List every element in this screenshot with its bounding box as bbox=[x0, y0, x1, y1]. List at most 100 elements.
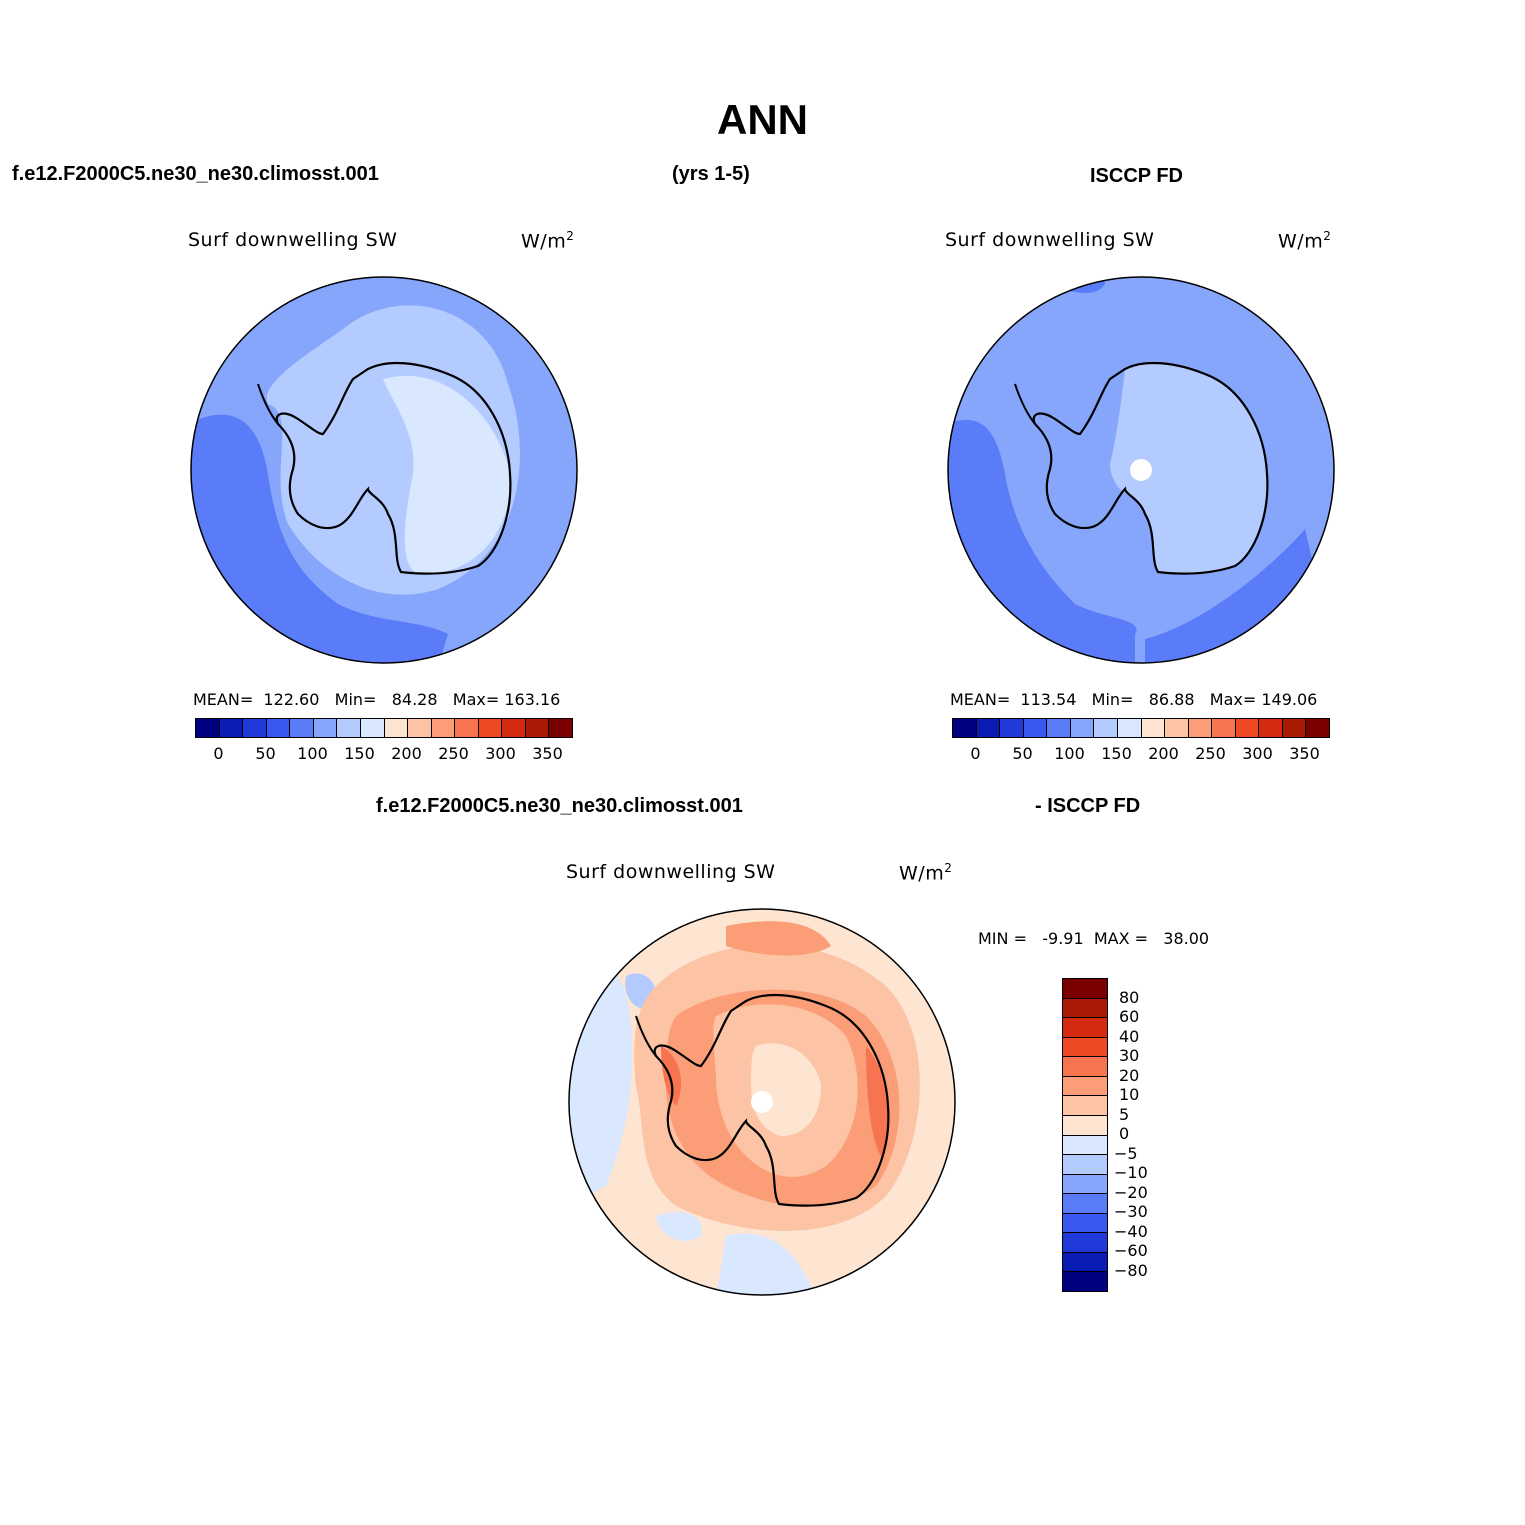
colorbar-swatch bbox=[1259, 719, 1283, 737]
panel2-peninsula bbox=[1014, 383, 1036, 425]
years-label: (yrs 1-5) bbox=[672, 163, 750, 185]
colorbar-swatch bbox=[1000, 719, 1024, 737]
colorbar-swatch bbox=[1063, 1174, 1107, 1195]
panel3-coastline bbox=[653, 993, 890, 1207]
colorbar-swatch bbox=[360, 719, 385, 737]
colorbar-swatch bbox=[243, 719, 267, 737]
colorbar-tick-label: 100 bbox=[1054, 744, 1085, 763]
colorbar-swatch bbox=[478, 719, 503, 737]
colorbar-tick-label: 5 bbox=[1119, 1104, 1130, 1124]
panel3-pole-hole bbox=[751, 1091, 773, 1113]
panel1-peninsula bbox=[257, 383, 279, 425]
colorbar-swatch bbox=[1047, 719, 1071, 737]
colorbar-swatch bbox=[384, 719, 409, 737]
colorbar-tick-label: 0 bbox=[970, 744, 981, 763]
colorbar-swatch bbox=[1212, 719, 1236, 737]
colorbar-tick-label: 200 bbox=[1148, 744, 1179, 763]
panel2-pole-hole bbox=[1130, 459, 1152, 481]
colorbar-tick-label: 150 bbox=[1101, 744, 1132, 763]
colorbar-tick-label: 200 bbox=[391, 744, 422, 763]
colorbar-swatch bbox=[313, 719, 338, 737]
colorbar-swatch bbox=[502, 719, 526, 737]
colorbar-tick-label: 50 bbox=[1012, 744, 1033, 763]
colorbar-tick-label: 0 bbox=[213, 744, 224, 763]
colorbar-tick-label: 30 bbox=[1119, 1046, 1140, 1065]
panel2-coastline bbox=[1032, 361, 1269, 575]
colorbar-swatch bbox=[431, 719, 456, 737]
colorbar-tick-label: 350 bbox=[532, 744, 563, 763]
colorbar-tick-label: 250 bbox=[1195, 744, 1226, 763]
colorbar-tick-label: −10 bbox=[1114, 1163, 1148, 1182]
colorbar-tick-label: −40 bbox=[1114, 1221, 1148, 1241]
colorbar-swatch bbox=[1306, 719, 1329, 737]
panel1-variable: Surf downwelling SW bbox=[188, 229, 398, 251]
colorbar-swatch bbox=[337, 719, 361, 737]
colorbar-swatch bbox=[1063, 1252, 1107, 1273]
colorbar-swatch bbox=[1063, 998, 1107, 1019]
panel3-stats: MIN = -9.91 MAX = 38.00 bbox=[978, 929, 1210, 948]
colorbar-tick-label: −30 bbox=[1114, 1202, 1148, 1221]
colorbar-swatch bbox=[1165, 719, 1189, 737]
colorbar-tick-label: 10 bbox=[1119, 1085, 1140, 1104]
colorbar-swatch bbox=[1063, 1037, 1107, 1058]
panel2-stats: MEAN= 113.54 Min= 86.88 Max= 149.06 bbox=[950, 690, 1318, 709]
colorbar-tick-label: 300 bbox=[1242, 744, 1273, 763]
colorbar-swatch bbox=[290, 719, 314, 737]
colorbar-tick-label: 300 bbox=[485, 744, 516, 763]
colorbar-swatch bbox=[1063, 1057, 1107, 1077]
colorbar-swatch bbox=[1063, 1018, 1107, 1038]
diff-case-name: f.e12.F2000C5.ne30_ne30.climosst.001 bbox=[376, 795, 743, 817]
page-title: ANN bbox=[717, 96, 808, 143]
diff-obs-name: - ISCCP FD bbox=[1035, 795, 1141, 817]
colorbar-tick-label: 250 bbox=[438, 744, 469, 763]
panel1-units: W/m2 bbox=[521, 229, 575, 253]
panel3-east-dark bbox=[866, 1046, 890, 1156]
panel3-variable: Surf downwelling SW bbox=[566, 861, 776, 883]
colorbar-swatch bbox=[1282, 719, 1307, 737]
panel3-colorbar bbox=[1062, 978, 1108, 1292]
colorbar-swatch bbox=[953, 719, 977, 737]
colorbar-swatch bbox=[1117, 719, 1142, 737]
panel1-map bbox=[190, 276, 578, 664]
colorbar-swatch bbox=[1063, 1155, 1107, 1175]
panel1-dark-band bbox=[191, 414, 448, 663]
panel1-plateau-fill bbox=[383, 375, 510, 574]
colorbar-swatch bbox=[266, 719, 291, 737]
colorbar-swatch bbox=[1063, 1194, 1107, 1214]
colorbar-tick-label: 150 bbox=[344, 744, 375, 763]
panel3-center-fill bbox=[751, 1043, 821, 1136]
colorbar-swatch bbox=[1188, 719, 1213, 737]
colorbar-tick-label: 0 bbox=[1119, 1124, 1130, 1143]
colorbar-swatch bbox=[1070, 719, 1095, 737]
colorbar-swatch bbox=[1063, 1076, 1107, 1097]
colorbar-tick-label: −5 bbox=[1114, 1143, 1138, 1163]
panel3-peninsula bbox=[635, 1015, 657, 1057]
panel2-units: W/m2 bbox=[1278, 229, 1332, 253]
colorbar-tick-label: −80 bbox=[1114, 1260, 1148, 1280]
colorbar-tick-label: 350 bbox=[1289, 744, 1320, 763]
colorbar-swatch bbox=[196, 719, 220, 737]
colorbar-swatch bbox=[525, 719, 550, 737]
panel3-west-dark bbox=[661, 1046, 681, 1106]
panel1-coastline bbox=[275, 361, 512, 575]
colorbar-swatch bbox=[1063, 1272, 1107, 1291]
obs-name-label: ISCCP FD bbox=[1090, 165, 1183, 187]
colorbar-swatch bbox=[549, 719, 572, 737]
colorbar-tick-label: 20 bbox=[1119, 1065, 1140, 1085]
panel1-colorbar bbox=[195, 718, 573, 738]
colorbar-swatch bbox=[1141, 719, 1166, 737]
colorbar-tick-label: 100 bbox=[297, 744, 328, 763]
colorbar-swatch bbox=[455, 719, 479, 737]
colorbar-swatch bbox=[219, 719, 244, 737]
colorbar-tick-label: −20 bbox=[1114, 1182, 1148, 1202]
colorbar-tick-label: 40 bbox=[1119, 1026, 1140, 1046]
panel1-stats: MEAN= 122.60 Min= 84.28 Max= 163.16 bbox=[193, 690, 561, 709]
panel3-blue-south bbox=[716, 1233, 816, 1295]
panel3-units: W/m2 bbox=[899, 861, 953, 885]
panel2-colorbar bbox=[952, 718, 1330, 738]
colorbar-swatch bbox=[1094, 719, 1118, 737]
panel3-north-patch bbox=[726, 921, 831, 956]
case-name-label: f.e12.F2000C5.ne30_ne30.climosst.001 bbox=[12, 163, 379, 185]
colorbar-swatch bbox=[1023, 719, 1048, 737]
panel2-map bbox=[947, 276, 1335, 664]
